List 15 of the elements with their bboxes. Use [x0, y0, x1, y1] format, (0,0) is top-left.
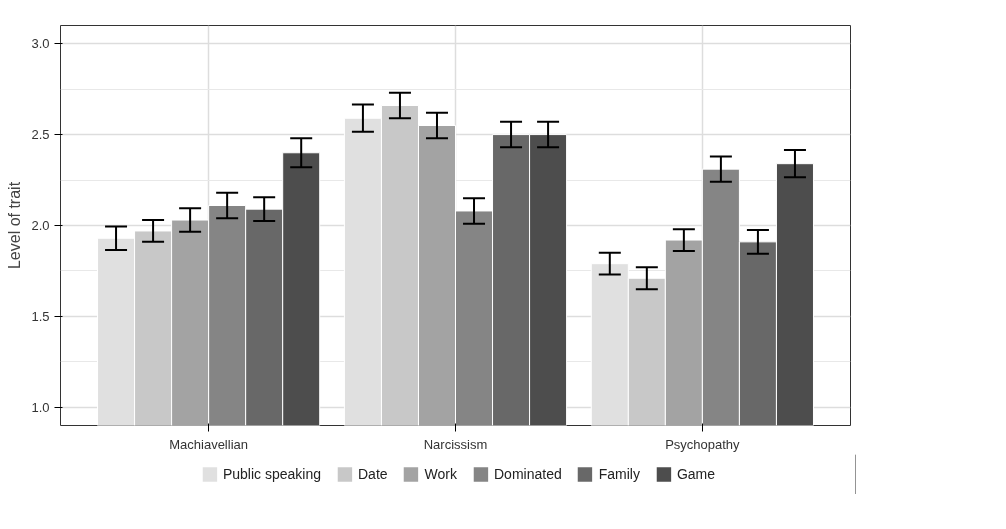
legend-label: Work: [424, 466, 457, 482]
x-tick-label: Narcissism: [423, 436, 488, 452]
legend-label: Family: [598, 466, 640, 482]
y-tick-label: 1.5: [31, 308, 50, 324]
x-tick-label: Machiavellian: [169, 436, 249, 452]
x-tick-label: Psychopathy: [665, 436, 741, 452]
legend-label: Game: [676, 466, 716, 482]
y-tick-label: 3.0: [31, 36, 50, 52]
legend-label: Dominated: [494, 466, 562, 482]
y-tick-label: 1.0: [31, 399, 50, 415]
legend-label: Date: [358, 466, 388, 482]
y-axis-title: Level of trait: [6, 181, 24, 270]
y-tick-label: 2.0: [31, 218, 50, 233]
y-tick-label: 2.5: [31, 127, 50, 143]
legend-label: Public speaking: [222, 466, 321, 482]
